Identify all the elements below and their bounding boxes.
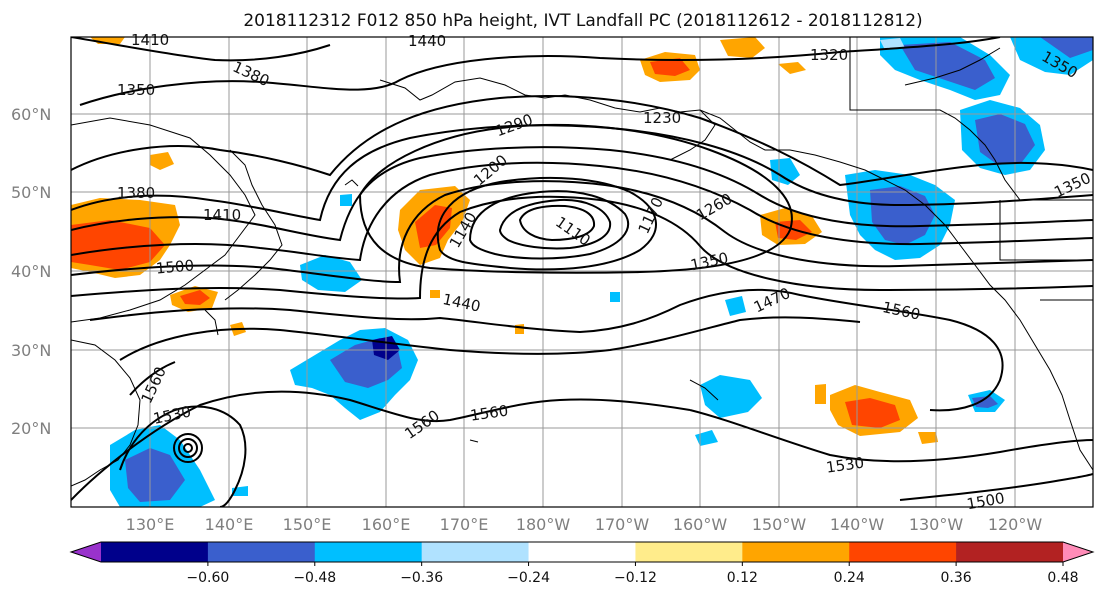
lon-label: 120°W [988,515,1043,534]
colorbar-tick-label: −0.36 [400,570,443,586]
colorbar-extend-low [71,542,101,562]
lon-label: 180°W [516,515,571,534]
contour-label: 1320 [810,46,848,64]
colorbar-tick-label: −0.48 [293,570,336,586]
lon-label: 150°W [752,515,807,534]
lat-label: 40°N [11,262,51,281]
colorbar-tick-label: −0.60 [186,570,229,586]
contour-label: 1410 [203,206,241,224]
lon-label: 130°E [126,515,175,534]
contour-label: 1500 [155,256,195,277]
colorbar-segment [314,542,423,562]
colorbar-segment [421,542,530,562]
lon-label: 160°E [362,515,411,534]
latitude-labels: 60°N 50°N 40°N 30°N 20°N [11,105,51,438]
colorbar-extend-high [1063,542,1093,562]
colorbar: −0.60 −0.48 −0.36 −0.24 −0.12 0.12 0.24 0.36 0.4… [69,541,1095,586]
contour-label: 1530 [825,454,865,477]
lon-label: 150°E [283,515,332,534]
colorbar-ticks: −0.60 −0.48 −0.36 −0.24 −0.12 0.12 0.24 0.36 0.4… [186,562,1079,586]
contour-label: 1380 [117,184,155,202]
lat-label: 20°N [11,419,51,438]
map-title: 2018112312 F012 850 hPa height, IVT Land… [243,11,922,31]
colorbar-tick-label: −0.24 [507,570,550,586]
colorbar-tick-label: 0.24 [834,570,865,586]
colorbar-segment [956,542,1064,562]
colorbar-segment [849,542,957,562]
colorbar-segment [742,542,850,562]
colorbar-tick-label: 0.12 [727,570,758,586]
lon-label: 140°W [830,515,885,534]
height-contours [71,37,1093,507]
colorbar-tick-label: 0.48 [1047,570,1078,586]
longitude-labels: 130°E 140°E 150°E 160°E 170°E 180°W 170°… [126,515,1043,534]
lat-label: 50°N [11,183,51,202]
colorbar-segment [101,542,209,562]
colorbar-tick-label: 0.36 [941,570,972,586]
lat-label: 30°N [11,341,51,360]
contour-label: 1560 [469,402,509,425]
colorbar-segment [528,542,636,562]
contour-label: 1440 [408,32,446,50]
lon-label: 160°W [673,515,728,534]
map-frame [70,36,1094,508]
colorbar-segment [207,542,316,562]
contour-label: 1410 [131,31,169,49]
coastlines [71,37,1093,487]
map-panel: 1410 1440 1320 1350 1380 1290 1230 1350 … [70,31,1094,513]
colorbar-segments [69,541,1095,563]
contour-label: 1350 [117,81,155,99]
lat-label: 60°N [11,105,51,124]
lon-label: 140°E [205,515,254,534]
lon-label: 170°W [595,515,650,534]
colorbar-outline [69,541,1095,563]
lon-label: 170°E [440,515,489,534]
contour-label: 1230 [643,109,681,127]
colorbar-tick-label: −0.12 [614,570,657,586]
colorbar-segment [635,542,743,562]
lon-label: 130°W [909,515,964,534]
